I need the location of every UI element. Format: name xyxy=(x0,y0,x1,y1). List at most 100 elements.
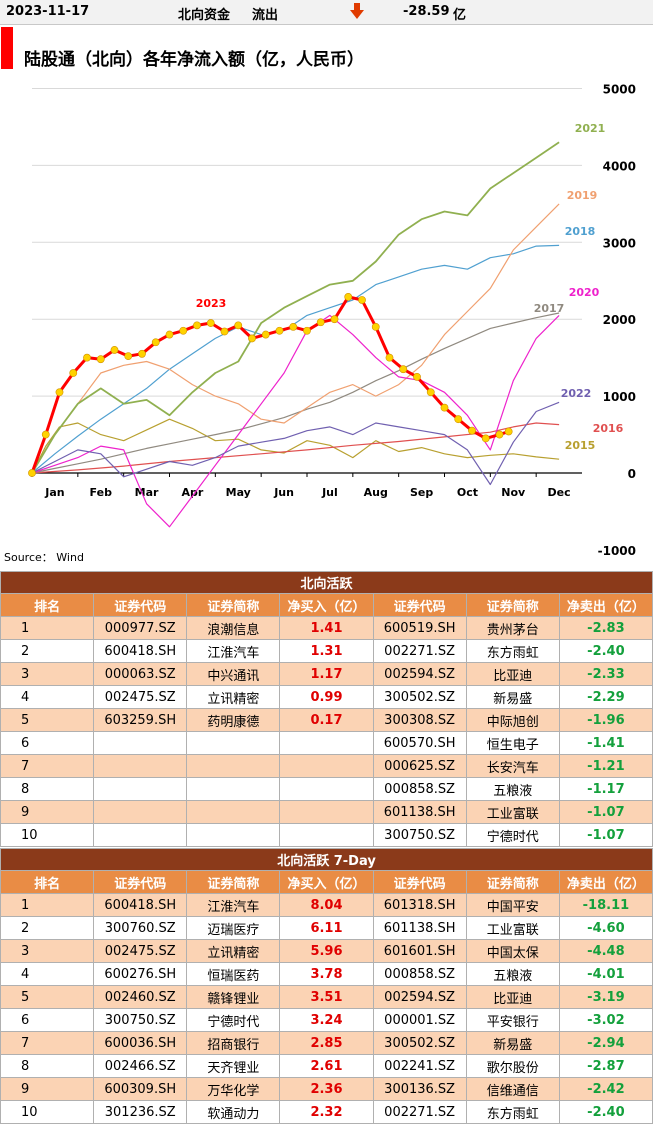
flow-direction: 流出 xyxy=(252,8,279,23)
series-label-2017: 2017 xyxy=(534,302,565,315)
rank-cell: 5 xyxy=(0,708,95,732)
net-buy-cell xyxy=(279,800,374,824)
series-label-2016: 2016 xyxy=(593,422,624,435)
net-buy-cell xyxy=(279,823,374,847)
net-buy-cell xyxy=(279,731,374,755)
series-point-2023 xyxy=(96,355,105,364)
net-buy-cell: 0.17 xyxy=(279,708,374,732)
sell-code-cell: 002271.SZ xyxy=(372,639,467,663)
series-point-2023 xyxy=(330,315,339,324)
series-point-2023 xyxy=(440,403,449,412)
buy-name-cell: 立讯精密 xyxy=(186,939,281,963)
table-row: 8 002466.SZ 天齐锂业 2.61 002241.SZ 歌尔股份 -2.87 xyxy=(0,1054,653,1078)
month-label: Nov xyxy=(501,486,526,499)
buy-code-cell xyxy=(93,800,188,824)
net-sell-cell: -3.02 xyxy=(558,1008,653,1032)
net-sell-cell: -2.40 xyxy=(558,639,653,663)
net-buy-cell: 2.32 xyxy=(279,1100,374,1124)
sell-code-cell: 300136.SZ xyxy=(372,1077,467,1101)
sell-name-cell: 宁德时代 xyxy=(465,823,560,847)
net-sell-cell: -2.87 xyxy=(558,1054,653,1078)
buy-code-cell: 000063.SZ xyxy=(93,662,188,686)
column-header: 净买入（亿） xyxy=(279,870,374,894)
chart-title: 陆股通（北向）各年净流入额（亿，人民币） xyxy=(24,49,364,70)
net-sell-cell: -4.60 xyxy=(558,916,653,940)
month-label: Mar xyxy=(135,486,159,499)
buy-name-cell: 软通动力 xyxy=(186,1100,281,1124)
net-buy-cell xyxy=(279,754,374,778)
sell-name-cell: 工业富联 xyxy=(465,916,560,940)
buy-name-cell xyxy=(186,754,281,778)
series-point-2023 xyxy=(138,349,146,358)
buy-name-cell xyxy=(186,800,281,824)
buy-code-cell xyxy=(93,731,188,755)
series-line-2018 xyxy=(31,244,560,474)
sell-code-cell: 002594.SZ xyxy=(372,662,467,686)
northbound-active-table: 北向活跃 排名 证券代码 证券简称 净买入（亿） 证券代码 证券简称 净卖出（亿） 1 0009… xyxy=(0,571,653,847)
column-header: 证券简称 xyxy=(465,593,560,617)
rank-cell: 3 xyxy=(0,662,95,686)
buy-code-cell: 300760.SZ xyxy=(93,916,188,940)
rank-cell: 4 xyxy=(0,685,95,709)
net-sell-cell: -2.94 xyxy=(558,1031,653,1055)
month-label: Jan xyxy=(44,486,64,499)
sell-name-cell: 歌尔股份 xyxy=(465,1054,560,1078)
sell-code-cell: 300502.SZ xyxy=(372,685,467,709)
column-header: 证券代码 xyxy=(93,593,188,617)
series-point-2023 xyxy=(124,352,133,361)
net-buy-cell: 1.41 xyxy=(279,616,374,640)
series-point-2023 xyxy=(399,365,408,374)
buy-code-cell: 301236.SZ xyxy=(93,1100,188,1124)
net-buy-cell: 2.61 xyxy=(279,1054,374,1078)
net-buy-cell: 1.17 xyxy=(279,662,374,686)
buy-name-cell: 天齐锂业 xyxy=(186,1054,281,1078)
rank-cell: 5 xyxy=(0,985,95,1009)
table1-title: 北向活跃 xyxy=(0,571,653,594)
column-header: 证券代码 xyxy=(372,593,467,617)
net-sell-cell: -1.07 xyxy=(558,823,653,847)
sell-name-cell: 新易盛 xyxy=(465,1031,560,1055)
sell-code-cell: 601318.SH xyxy=(372,893,467,917)
net-buy-cell: 1.31 xyxy=(279,639,374,663)
series-label-2020: 2020 xyxy=(569,286,600,299)
sell-code-cell: 600519.SH xyxy=(372,616,467,640)
sell-code-cell: 002594.SZ xyxy=(372,985,467,1009)
y-tick-label: 1000 xyxy=(603,390,636,404)
net-buy-cell: 0.99 xyxy=(279,685,374,709)
table-row: 8 000858.SZ 五粮液 -1.17 xyxy=(0,777,653,801)
column-header: 排名 xyxy=(0,593,95,617)
column-header: 证券简称 xyxy=(465,870,560,894)
series-point-2023 xyxy=(426,388,435,397)
buy-code-cell xyxy=(93,823,188,847)
net-sell-cell: -1.96 xyxy=(558,708,653,732)
series-point-2023 xyxy=(385,353,394,362)
table-row: 2 300760.SZ 迈瑞医疗 6.11 601138.SH 工业富联 -4.60 xyxy=(0,916,653,940)
net-sell-cell: -4.01 xyxy=(558,962,653,986)
y-tick-label: 2000 xyxy=(603,313,636,327)
sell-code-cell: 600570.SH xyxy=(372,731,467,755)
rank-cell: 8 xyxy=(0,777,95,801)
column-header: 排名 xyxy=(0,870,95,894)
chart-source: Source： Wind xyxy=(4,551,84,564)
series-point-2023 xyxy=(179,326,188,335)
series-point-2023 xyxy=(261,330,270,339)
month-label: Dec xyxy=(548,486,571,499)
net-sell-cell: -1.21 xyxy=(558,754,653,778)
buy-code-cell: 300750.SZ xyxy=(93,1008,188,1032)
series-label-2019: 2019 xyxy=(567,189,598,202)
flow-unit: 亿 xyxy=(453,8,467,23)
buy-code-cell: 002475.SZ xyxy=(93,939,188,963)
buy-code-cell: 002460.SZ xyxy=(93,985,188,1009)
table-row: 7 000625.SZ 长安汽车 -1.21 xyxy=(0,754,653,778)
column-header: 净买入（亿） xyxy=(279,593,374,617)
series-point-2023 xyxy=(83,353,91,362)
sell-code-cell: 000858.SZ xyxy=(372,962,467,986)
net-sell-cell: -1.41 xyxy=(558,731,653,755)
buy-code-cell: 000977.SZ xyxy=(93,616,188,640)
buy-code-cell: 600418.SH xyxy=(93,893,188,917)
buy-code-cell xyxy=(93,754,188,778)
column-header: 证券代码 xyxy=(372,870,467,894)
series-point-2023 xyxy=(151,338,160,347)
sell-name-cell: 东方雨虹 xyxy=(465,1100,560,1124)
sell-name-cell: 平安银行 xyxy=(465,1008,560,1032)
